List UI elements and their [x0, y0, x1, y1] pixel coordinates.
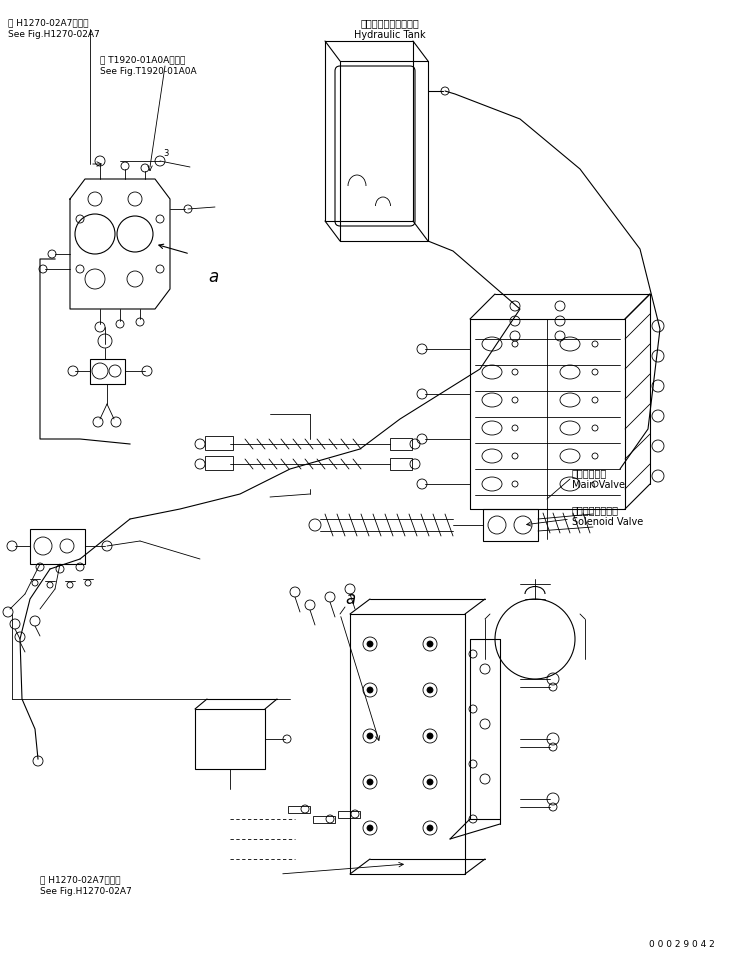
Bar	[30, 530, 85, 564]
Text: 3: 3	[163, 149, 169, 158]
Bar	[90, 359, 125, 385]
Text: a: a	[208, 268, 218, 286]
Text: See Fig.H1270-02A7: See Fig.H1270-02A7	[40, 886, 132, 895]
Circle shape	[427, 641, 433, 647]
Circle shape	[427, 687, 433, 693]
Circle shape	[427, 825, 433, 831]
Bar	[205, 456, 233, 471]
Text: See Fig.T1920-01A0A: See Fig.T1920-01A0A	[100, 67, 197, 76]
Bar	[205, 436, 233, 451]
Text: ハイドロリックタンク: ハイドロリックタンク	[361, 18, 419, 28]
Bar	[483, 510, 538, 541]
Bar	[338, 811, 360, 818]
Text: 第 H1270-02A7図参照: 第 H1270-02A7図参照	[8, 18, 89, 27]
Bar	[313, 816, 335, 823]
Text: a: a	[345, 589, 355, 607]
Text: メインバルブ: メインバルブ	[572, 468, 607, 477]
Bar	[390, 438, 412, 451]
Text: Main Valve: Main Valve	[572, 479, 625, 490]
Circle shape	[367, 780, 373, 785]
Text: 第 T1920-01A0A図参照: 第 T1920-01A0A図参照	[100, 55, 185, 64]
Text: Solenoid Valve: Solenoid Valve	[572, 517, 643, 526]
Bar	[390, 458, 412, 471]
Circle shape	[367, 641, 373, 647]
Circle shape	[427, 733, 433, 740]
Bar	[195, 709, 265, 769]
Text: See Fig.H1270-02A7: See Fig.H1270-02A7	[8, 30, 99, 39]
Bar	[288, 806, 310, 813]
Circle shape	[367, 733, 373, 740]
Circle shape	[427, 780, 433, 785]
Circle shape	[367, 687, 373, 693]
Text: 第 H1270-02A7図参照: 第 H1270-02A7図参照	[40, 874, 120, 883]
Text: Hydraulic Tank: Hydraulic Tank	[354, 30, 425, 40]
Text: ソレノイドバルブ: ソレノイドバルブ	[572, 504, 619, 515]
Text: 0 0 0 2 9 0 4 2: 0 0 0 2 9 0 4 2	[649, 939, 715, 948]
Circle shape	[367, 825, 373, 831]
